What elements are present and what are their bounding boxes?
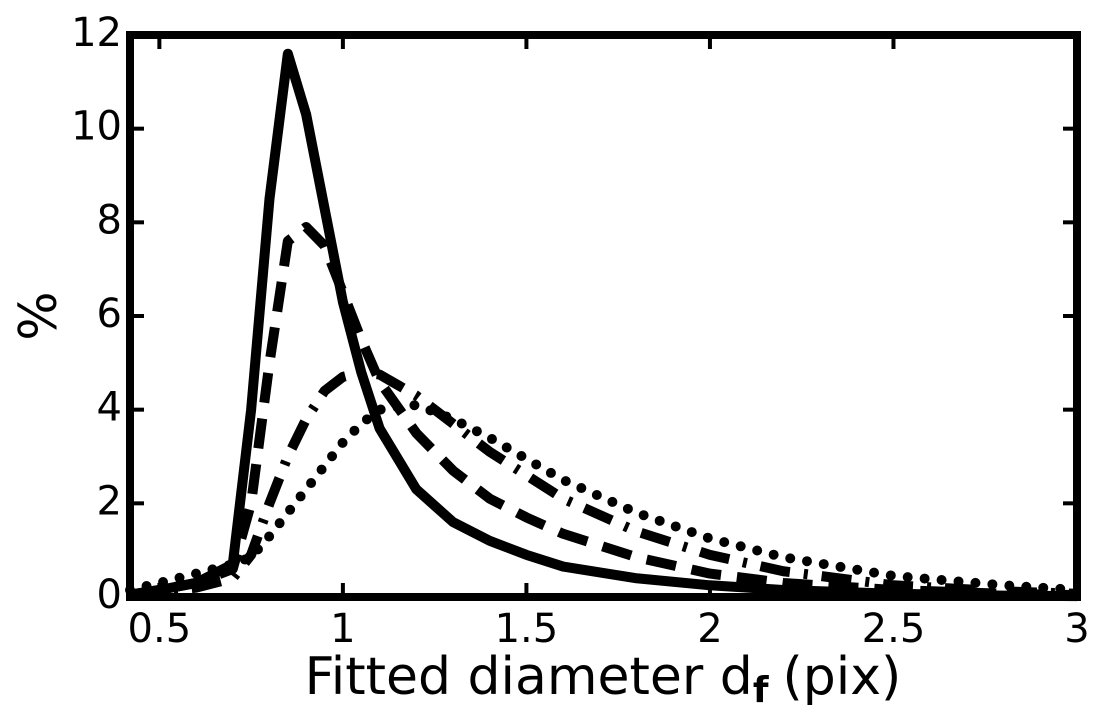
data-line <box>129 222 1078 601</box>
x-tick-label: 0.5 <box>128 606 192 652</box>
x-label-main: Fitted diameter d <box>305 647 753 707</box>
plot-frame <box>126 31 1081 601</box>
data-line <box>129 367 1078 600</box>
x-label-unit: (pix) <box>783 647 902 707</box>
y-tick-label: 8 <box>97 197 122 243</box>
y-axis-label: % <box>9 291 69 340</box>
data-line <box>125 399 1082 595</box>
y-tick-label: 4 <box>97 385 122 431</box>
y-tick-label: 6 <box>97 291 122 337</box>
x-tick-label: 1 <box>330 606 355 652</box>
x-tick-label: 2.5 <box>862 606 926 652</box>
x-tick-label: 2 <box>697 606 722 652</box>
x-tick-label: 3 <box>1064 606 1089 652</box>
x-label-subscript: f <box>753 670 769 711</box>
y-tick-label: 0 <box>97 572 122 618</box>
y-tick-label: 12 <box>71 10 122 56</box>
x-axis-label: Fitted diameter df (pix) <box>305 647 902 711</box>
y-tick-label: 2 <box>97 478 122 524</box>
data-line <box>129 48 1078 602</box>
x-tick-label: 1.5 <box>495 606 559 652</box>
y-tick-label: 10 <box>71 104 122 150</box>
